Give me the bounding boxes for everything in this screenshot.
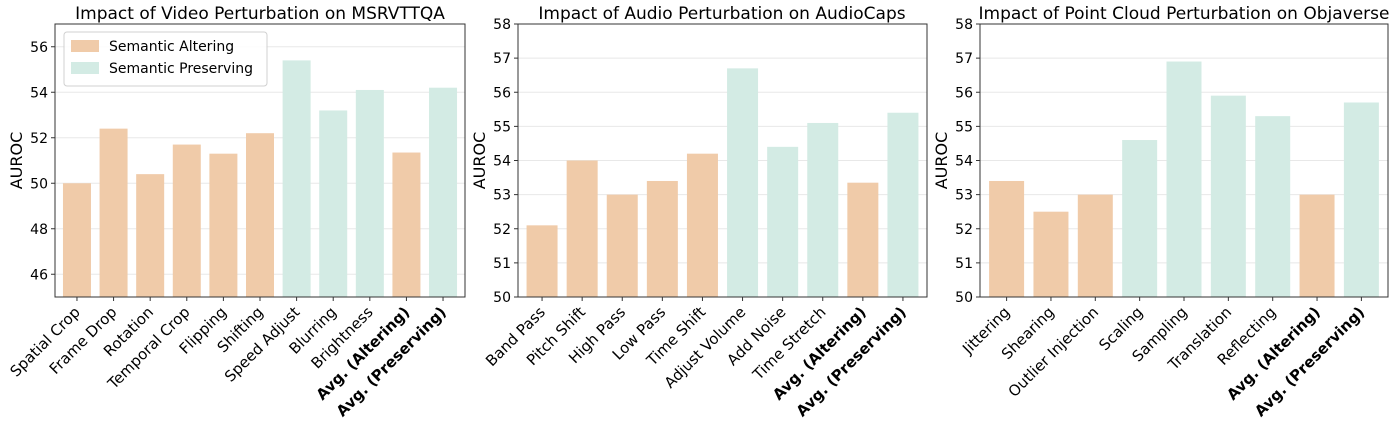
chart-title: Impact of Video Perturbation on MSRVTTQA bbox=[75, 4, 445, 24]
y-tick-label-8: 58 bbox=[493, 17, 511, 33]
y-axis-label: AUROC bbox=[7, 132, 26, 190]
y-tick-label-2: 52 bbox=[955, 222, 973, 238]
y-tick-label-7: 57 bbox=[955, 51, 973, 67]
y-axis-label: AUROC bbox=[932, 132, 951, 190]
bar-6 bbox=[246, 133, 274, 297]
bar-7 bbox=[282, 60, 311, 298]
y-tick-label-1: 51 bbox=[493, 256, 511, 272]
chart-panel-3: 505152535455565758JitteringShearingOutli… bbox=[932, 4, 1389, 420]
bar-9 bbox=[1343, 102, 1379, 297]
y-tick-label-0: 46 bbox=[30, 267, 48, 283]
bar-6 bbox=[727, 68, 759, 297]
bar-5 bbox=[209, 153, 238, 297]
y-tick-label-4: 54 bbox=[493, 154, 511, 170]
y-tick-label-1: 51 bbox=[955, 256, 973, 272]
bar-7 bbox=[767, 146, 799, 297]
chart-title: Impact of Point Cloud Perturbation on Ob… bbox=[979, 4, 1390, 24]
bar-4 bbox=[646, 180, 678, 297]
bar-8 bbox=[1299, 194, 1335, 297]
bar-4 bbox=[1122, 140, 1158, 297]
y-tick-label-7: 57 bbox=[493, 51, 511, 67]
y-tick-label-2: 50 bbox=[30, 176, 48, 192]
y-tick-label-6: 56 bbox=[955, 85, 973, 101]
y-tick-label-0: 50 bbox=[493, 290, 511, 306]
y-tick-label-5: 55 bbox=[493, 119, 511, 135]
y-tick-label-3: 53 bbox=[955, 188, 973, 204]
bar-5 bbox=[1166, 61, 1202, 297]
bar-10 bbox=[887, 112, 919, 297]
bar-2 bbox=[1033, 211, 1069, 297]
y-axis-label: AUROC bbox=[470, 132, 489, 190]
legend-label-2: Semantic Preserving bbox=[109, 61, 253, 77]
bar-11 bbox=[429, 87, 458, 297]
bar-1 bbox=[989, 180, 1025, 297]
bar-10 bbox=[392, 152, 421, 297]
bar-2 bbox=[566, 160, 598, 297]
y-tick-label-1: 48 bbox=[30, 222, 48, 238]
y-tick-label-4: 54 bbox=[955, 154, 973, 170]
bar-4 bbox=[172, 144, 201, 297]
legend-swatch-1 bbox=[71, 40, 99, 52]
legend-label-1: Semantic Altering bbox=[109, 39, 234, 55]
bar-9 bbox=[847, 182, 879, 297]
y-tick-label-6: 56 bbox=[493, 85, 511, 101]
bar-3 bbox=[606, 194, 638, 297]
y-tick-label-5: 55 bbox=[955, 119, 973, 135]
bar-5 bbox=[686, 153, 718, 297]
bar-6 bbox=[1210, 95, 1246, 297]
bar-8 bbox=[807, 122, 839, 298]
y-tick-label-3: 52 bbox=[30, 131, 48, 147]
y-tick-label-4: 54 bbox=[30, 85, 48, 101]
bar-7 bbox=[1255, 116, 1291, 297]
bar-2 bbox=[99, 128, 128, 297]
bar-1 bbox=[62, 183, 91, 297]
bar-9 bbox=[355, 89, 384, 297]
legend: Semantic Altering Semantic Preserving bbox=[63, 31, 268, 87]
legend-swatch-2 bbox=[71, 62, 99, 74]
bar-8 bbox=[319, 110, 348, 297]
chart-title: Impact of Audio Perturbation on AudioCap… bbox=[538, 4, 905, 24]
y-tick-label-2: 52 bbox=[493, 222, 511, 238]
y-tick-label-0: 50 bbox=[955, 290, 973, 306]
bar-3 bbox=[1077, 194, 1113, 297]
y-tick-label-8: 58 bbox=[955, 17, 973, 33]
y-tick-label-3: 53 bbox=[493, 188, 511, 204]
bar-3 bbox=[136, 174, 165, 297]
y-tick-label-5: 56 bbox=[30, 40, 48, 56]
legend-box bbox=[63, 31, 268, 87]
bar-1 bbox=[526, 225, 558, 297]
